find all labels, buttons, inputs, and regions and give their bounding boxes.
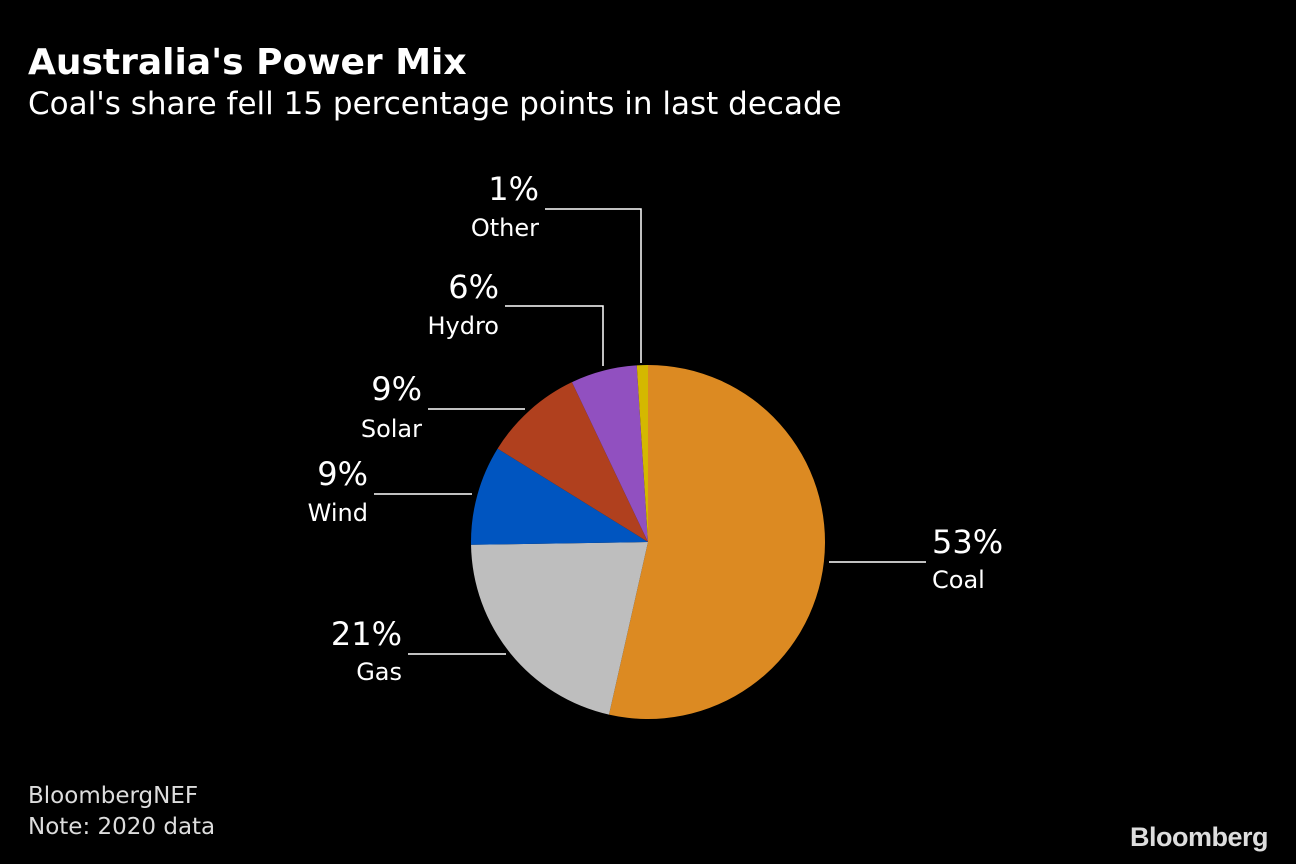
category-label-gas: Gas (356, 658, 402, 686)
category-label-other: Other (471, 214, 539, 242)
chart-subtitle: Coal's share fell 15 percentage points i… (28, 86, 842, 122)
data-label-hydro: 6% (448, 268, 499, 306)
leader-line-hydro (505, 305, 604, 366)
pie-slice-wind (471, 448, 648, 545)
pie-slice-other (636, 365, 648, 542)
data-label-coal: 53% (932, 523, 1003, 561)
pie-slice-gas (471, 542, 648, 715)
note-text: Note: 2020 data (28, 814, 216, 840)
category-label-hydro: Hydro (427, 312, 499, 340)
data-label-other: 1% (488, 170, 539, 208)
pie-slice-coal (609, 365, 826, 719)
source-text: BloombergNEF (28, 783, 199, 809)
pie-slice-hydro (571, 365, 648, 542)
chart-title: Australia's Power Mix (28, 42, 467, 83)
category-label-wind: Wind (308, 499, 368, 527)
data-label-gas: 21% (331, 615, 402, 653)
leader-line-other (545, 208, 642, 363)
category-label-coal: Coal (932, 566, 985, 594)
category-label-solar: Solar (361, 415, 422, 443)
data-label-solar: 9% (371, 370, 422, 408)
bloomberg-logo: Bloomberg (1129, 822, 1269, 852)
data-label-wind: 9% (317, 455, 368, 493)
pie-slice-solar (497, 382, 648, 542)
